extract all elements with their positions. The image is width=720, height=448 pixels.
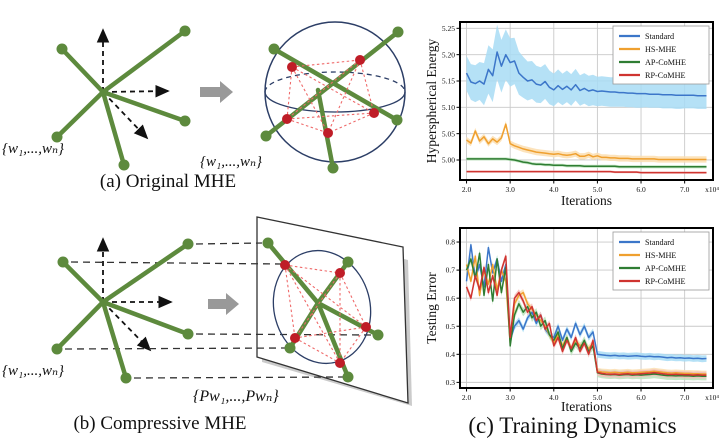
x-scale-exponent: x10⁴ [705,393,719,402]
weight-vector-endpoints [51,238,194,384]
hyperspherical-energy-chart-container: 2.0 3.0 4.0 5.0 6.0 7.0 5.00 5.05 5.10 5.15 5.20 5.… [424,0,720,220]
transform-arrow-icon [208,293,239,315]
svg-text:7.0: 7.0 [680,185,690,194]
legend-label-HS-MHE: HS-MHE [645,45,676,54]
svg-text:2.0: 2.0 [462,185,472,194]
plot-frame [459,21,714,181]
legend-label-AP-CoMHE: AP-CoMHE [645,58,686,67]
hyperspherical-energy-chart: 2.0 3.0 4.0 5.0 6.0 7.0 5.00 5.05 5.10 5.15 5.20 5.… [424,21,719,208]
weight-set-label-b: {w₁,...,wₙ} [2,363,65,379]
plot-frame [459,227,714,389]
svg-text:6.0: 6.0 [636,393,646,402]
mutual-repulsion-links [286,59,375,134]
svg-text:0.8: 0.8 [446,238,456,247]
svg-text:5.25: 5.25 [442,24,455,33]
band-HS-MHE [466,121,707,163]
line-RP-CoMHE [466,170,707,174]
coordinate-axes [96,28,170,140]
svg-text:5.10: 5.10 [442,103,455,112]
svg-text:5.0: 5.0 [593,185,603,194]
axis-ticks: 2.0 3.0 4.0 5.0 6.0 7.0 0.3 0.4 0.5 0.6 0.7 0.8 [446,238,690,402]
testing-error-chart-container: 2.0 3.0 4.0 5.0 6.0 7.0 0.3 0.4 0.5 0.6 0.7 0.8 x10⁴… [424,215,720,420]
projected-set-label-b: {Pw₁,...,Pwₙ} [193,388,279,405]
svg-text:2.0: 2.0 [462,393,472,402]
svg-text:5.00: 5.00 [442,156,455,165]
svg-text:4.0: 4.0 [549,393,559,402]
svg-text:3.0: 3.0 [505,393,515,402]
weight-vectors [54,28,188,168]
svg-text:5.05: 5.05 [442,129,455,138]
legend-label-AP-CoMHE: AP-CoMHE [645,264,686,273]
panel-compressive-mhe: {w₁,...,wₙ} {Pw₁,...,Pwₙ} (b) Compressiv… [0,215,430,448]
sphere-vector-endpoints [260,26,404,174]
svg-text:7.0: 7.0 [680,393,690,402]
svg-text:0.6: 0.6 [446,294,456,303]
svg-text:0.3: 0.3 [446,378,456,387]
grid-lines [460,228,713,388]
svg-text:0.7: 0.7 [446,266,456,275]
svg-text:6.0: 6.0 [636,185,646,194]
compressive-mhe-diagram [51,216,412,406]
coordinate-axes [96,237,173,352]
axis-ticks: 2.0 3.0 4.0 5.0 6.0 7.0 5.00 5.05 5.10 5.15 5.20 5.… [442,24,690,194]
equator-front [264,91,406,113]
svg-text:0.5: 0.5 [446,322,456,331]
x-axis-label: Iterations [561,193,612,208]
svg-text:5.15: 5.15 [442,77,455,86]
legend: Standard HS-MHE AP-CoMHE RP-CoMHE [612,25,710,85]
legend-label-Standard: Standard [645,32,674,41]
weight-vectors [54,241,191,381]
equator-back [264,71,406,93]
projected-sphere [262,237,384,383]
sphere-intersection-dots [282,55,379,138]
y-axis-label: Hyperspherical Energy [425,38,439,163]
caption-c: (c) Training Dynamics [468,413,677,438]
original-mhe-diagram [51,21,406,174]
mutual-repulsion-links [284,264,367,364]
y-axis-label: Testing Error [425,272,439,344]
ellipse-intersection-dots [280,260,371,368]
svg-text:3.0: 3.0 [505,185,515,194]
legend-label-RP-CoMHE: RP-CoMHE [645,277,686,286]
panel-training-dynamics: 2.0 3.0 4.0 5.0 6.0 7.0 5.00 5.05 5.10 5.15 5.20 5.… [424,0,720,448]
band-AP-CoMHE [466,157,707,169]
legend: Standard HS-MHE AP-CoMHE RP-CoMHE [612,231,710,291]
hypersphere [260,21,406,174]
projection-lines [64,242,373,379]
line-HS-MHE [466,123,707,161]
transform-arrow-icon [200,81,233,103]
projected-vector-endpoints [262,237,384,383]
legend-label-RP-CoMHE: RP-CoMHE [645,71,686,80]
svg-text:4.0: 4.0 [549,185,559,194]
x-axis-label: Iterations [561,399,612,414]
weight-vector-endpoints [51,25,191,171]
x-scale-exponent: x10⁴ [705,185,719,194]
band-Standard [466,24,707,109]
weight-set-label-a-right: {w₁,...,wₙ} [200,154,263,170]
line-AP-CoMHE [466,158,707,168]
weight-set-label-a-left: {w₁,...,wₙ} [2,141,65,157]
legend-label-Standard: Standard [645,238,674,247]
legend-label-HS-MHE: HS-MHE [645,251,676,260]
caption-b: (b) Compressive MHE [73,413,247,434]
svg-text:5.20: 5.20 [442,50,455,59]
panel-original-mhe: {w₁,...,wₙ} {w₁,...,wₙ} (a) Original MHE [0,0,430,215]
caption-a: (a) Original MHE [99,171,237,192]
line-Standard [465,51,707,97]
svg-text:5.0: 5.0 [593,393,603,402]
line-RP-CoMHE [465,255,707,376]
svg-text:0.4: 0.4 [446,350,456,359]
testing-error-chart: 2.0 3.0 4.0 5.0 6.0 7.0 0.3 0.4 0.5 0.6 0.7 0.8 x10⁴… [424,227,719,414]
